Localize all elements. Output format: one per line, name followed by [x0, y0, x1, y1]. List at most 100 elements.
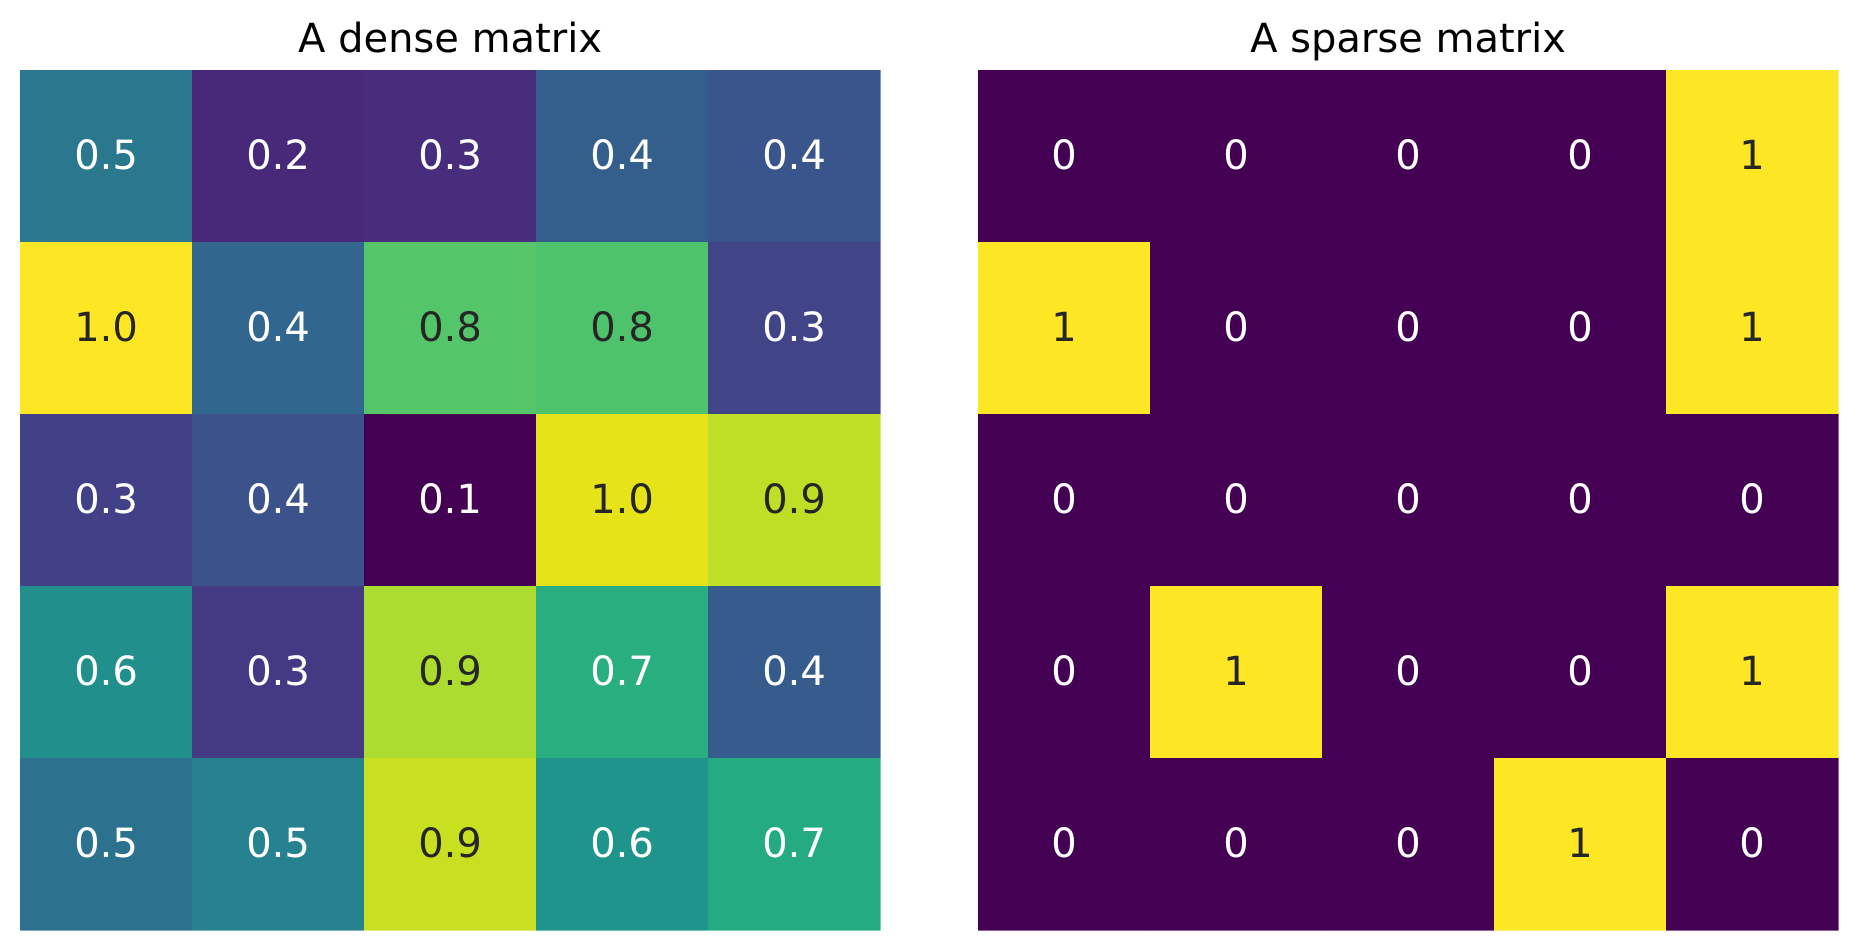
dense-cell-r4-c1: [192, 758, 365, 931]
dense-cell-r3-c0: [20, 586, 193, 759]
dense-label-r0-c1: 0.2: [246, 133, 310, 179]
dense-label-r0-c3: 0.4: [590, 133, 654, 179]
dense-cell-r3-c2: [364, 586, 537, 759]
dense-cell-r2-c0: [20, 414, 193, 587]
sparse-cell-r3-c2: [1322, 586, 1495, 759]
sparse-label-r3-c4: 1: [1739, 649, 1764, 695]
sparse-label-r0-c3: 0: [1567, 133, 1592, 179]
dense-label-r4-c4: 0.7: [762, 821, 826, 867]
dense-cell-r1-c4: [708, 242, 881, 415]
sparse-cell-r0-c4: [1666, 70, 1839, 243]
dense-cell-r2-c4: [708, 414, 881, 587]
sparse-cell-r0-c0: [978, 70, 1151, 243]
dense-label-r2-c1: 0.4: [246, 477, 310, 523]
sparse-cell-r0-c1: [1150, 70, 1323, 243]
sparse-label-r4-c3: 1: [1567, 821, 1592, 867]
dense-label-r1-c0: 1.0: [74, 305, 138, 351]
sparse-cell-r3-c1: [1150, 586, 1323, 759]
dense-label-r0-c0: 0.5: [74, 133, 138, 179]
sparse-cell-r4-c2: [1322, 758, 1495, 931]
sparse-cell-r4-c4: [1666, 758, 1839, 931]
dense-cell-r1-c1: [192, 242, 365, 415]
dense-cell-r3-c1: [192, 586, 365, 759]
dense-cell-r3-c3: [536, 586, 709, 759]
sparse-cell-r2-c3: [1494, 414, 1667, 587]
dense-cell-r0-c3: [536, 70, 709, 243]
sparse-label-r1-c0: 1: [1051, 305, 1076, 351]
sparse-cell-r1-c0: [978, 242, 1151, 415]
sparse-cell-r2-c2: [1322, 414, 1495, 587]
sparse-cell-r1-c1: [1150, 242, 1323, 415]
dense-cell-r0-c1: [192, 70, 365, 243]
sparse-cell-r1-c3: [1494, 242, 1667, 415]
sparse-matrix-title: A sparse matrix: [1250, 16, 1566, 62]
dense-label-r4-c3: 0.6: [590, 821, 654, 867]
dense-cell-r1-c0: [20, 242, 193, 415]
dense-label-r1-c3: 0.8: [590, 305, 654, 351]
sparse-label-r0-c4: 1: [1739, 133, 1764, 179]
sparse-cell-r3-c0: [978, 586, 1151, 759]
sparse-label-r3-c3: 0: [1567, 649, 1592, 695]
dense-label-r1-c2: 0.8: [418, 305, 482, 351]
sparse-cell-r3-c4: [1666, 586, 1839, 759]
sparse-label-r2-c3: 0: [1567, 477, 1592, 523]
dense-cell-r2-c2: [364, 414, 537, 587]
dense-cell-r4-c4: [708, 758, 881, 931]
dense-cell-r3-c4: [708, 586, 881, 759]
dense-cell-r0-c2: [364, 70, 537, 243]
sparse-label-r4-c1: 0: [1223, 821, 1248, 867]
dense-label-r3-c3: 0.7: [590, 649, 654, 695]
dense-cell-r4-c3: [536, 758, 709, 931]
dense-label-r3-c0: 0.6: [74, 649, 138, 695]
sparse-label-r4-c0: 0: [1051, 821, 1076, 867]
sparse-label-r2-c1: 0: [1223, 477, 1248, 523]
sparse-cell-r4-c1: [1150, 758, 1323, 931]
dense-label-r2-c2: 0.1: [418, 477, 482, 523]
sparse-matrix-cells: [978, 70, 1839, 931]
sparse-label-r0-c1: 0: [1223, 133, 1248, 179]
sparse-label-r0-c2: 0: [1395, 133, 1420, 179]
dense-cell-r2-c1: [192, 414, 365, 587]
dense-label-r0-c2: 0.3: [418, 133, 482, 179]
sparse-label-r2-c2: 0: [1395, 477, 1420, 523]
sparse-cell-r0-c2: [1322, 70, 1495, 243]
sparse-matrix-labels: 0 0 0 0 1 1 0 0 0 1 0 0 0 0 0 0 1 0 0 1 0 0 0 1 0: [1051, 133, 1764, 867]
sparse-label-r1-c1: 0: [1223, 305, 1248, 351]
dense-cell-r0-c4: [708, 70, 881, 243]
dense-label-r4-c1: 0.5: [246, 821, 310, 867]
sparse-cell-r4-c3: [1494, 758, 1667, 931]
sparse-cell-r0-c3: [1494, 70, 1667, 243]
sparse-label-r1-c2: 0: [1395, 305, 1420, 351]
dense-label-r3-c4: 0.4: [762, 649, 826, 695]
sparse-label-r3-c2: 0: [1395, 649, 1420, 695]
sparse-cell-r2-c0: [978, 414, 1151, 587]
sparse-label-r1-c4: 1: [1739, 305, 1764, 351]
dense-label-r1-c4: 0.3: [762, 305, 826, 351]
dense-matrix-cells: [20, 70, 881, 931]
dense-label-r4-c0: 0.5: [74, 821, 138, 867]
dense-cell-r2-c3: [536, 414, 709, 587]
sparse-cell-r2-c1: [1150, 414, 1323, 587]
dense-matrix-title: A dense matrix: [298, 16, 602, 62]
sparse-label-r4-c2: 0: [1395, 821, 1420, 867]
dense-label-r3-c1: 0.3: [246, 649, 310, 695]
sparse-matrix-panel: A sparse matrix 0 0 0 0 1 1 0 0 0 1 0 0 0 0 0 0 1 0 0 1 0 0 0 1…: [978, 16, 1839, 931]
sparse-label-r4-c4: 0: [1739, 821, 1764, 867]
dense-label-r2-c0: 0.3: [74, 477, 138, 523]
sparse-label-r2-c4: 0: [1739, 477, 1764, 523]
sparse-cell-r3-c3: [1494, 586, 1667, 759]
dense-cell-r1-c2: [364, 242, 537, 415]
dense-label-r3-c2: 0.9: [418, 649, 482, 695]
sparse-cell-r1-c2: [1322, 242, 1495, 415]
sparse-label-r1-c3: 0: [1567, 305, 1592, 351]
dense-label-r0-c4: 0.4: [762, 133, 826, 179]
sparse-label-r2-c0: 0: [1051, 477, 1076, 523]
dense-cell-r4-c0: [20, 758, 193, 931]
sparse-cell-r2-c4: [1666, 414, 1839, 587]
sparse-label-r3-c1: 1: [1223, 649, 1248, 695]
dense-label-r1-c1: 0.4: [246, 305, 310, 351]
sparse-cell-r4-c0: [978, 758, 1151, 931]
dense-cell-r0-c0: [20, 70, 193, 243]
dense-cell-r1-c3: [536, 242, 709, 415]
dense-label-r4-c2: 0.9: [418, 821, 482, 867]
